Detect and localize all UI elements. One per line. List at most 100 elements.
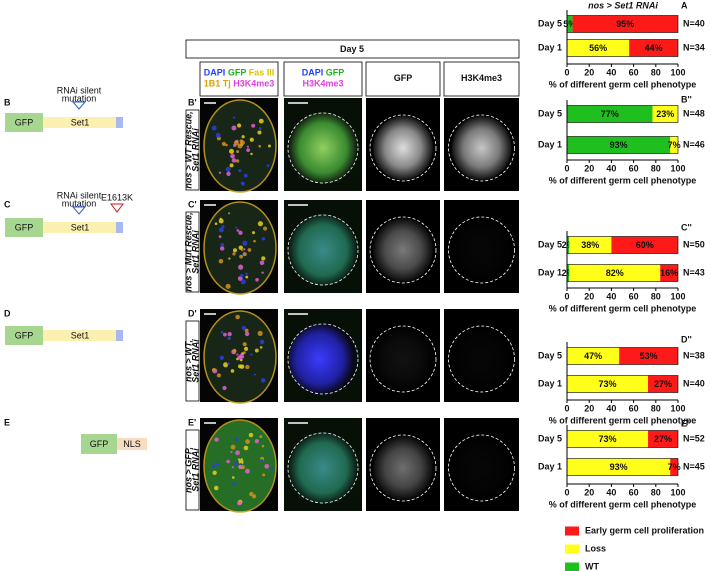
nucleus: [246, 148, 251, 153]
nucleus: [258, 144, 262, 148]
bar-segment: [619, 347, 678, 365]
legend-swatch: [565, 562, 579, 571]
channel-header-box: [365, 61, 441, 97]
category-label: Day 1: [538, 378, 562, 388]
channel-header: DAPI GFP Fas III: [204, 68, 274, 78]
nucleus: [239, 254, 244, 259]
rnai-marker: [71, 101, 87, 110]
image: [444, 200, 519, 293]
category-label: Day 5: [538, 350, 562, 360]
column-header: Day 5: [340, 44, 364, 54]
gfp-box: [5, 218, 43, 237]
nucleus: [229, 148, 235, 154]
signal: [373, 218, 433, 282]
value-label: 56%: [589, 43, 607, 53]
nucleus: [213, 485, 219, 491]
nucleus-zoom: [289, 323, 357, 395]
x-axis-title: % of different germ cell phenotype: [549, 415, 697, 425]
n-label: N=45: [683, 461, 705, 471]
nucleus: [231, 125, 237, 131]
row-label-box: [185, 109, 200, 191]
row-label: nos > GFP,: [183, 447, 193, 493]
channel-header-box: [199, 61, 279, 97]
nucleus: [218, 259, 224, 264]
x-tick-label: 20: [584, 487, 594, 497]
row-label: Set1 RNAi: [190, 448, 200, 492]
nucleus: [264, 463, 270, 469]
x-axis-title: % of different germ cell phenotype: [549, 175, 697, 185]
nucleus: [218, 218, 224, 224]
row-label-box: [185, 320, 200, 402]
nucleus: [240, 279, 246, 285]
rnai-marker: [71, 206, 87, 215]
x-tick-label: 20: [584, 291, 594, 301]
legend-label: WT: [585, 561, 599, 571]
x-tick-label: 0: [564, 487, 569, 497]
nucleus: [255, 277, 259, 282]
nucleus: [233, 140, 239, 146]
nucleus: [231, 466, 234, 469]
mutation-marker: [110, 203, 124, 213]
x-tick-label: 60: [629, 163, 639, 173]
signal: [452, 218, 512, 282]
category-label: Day 1: [538, 42, 562, 52]
x-tick-label: 0: [564, 163, 569, 173]
gfp-label: GFP: [15, 330, 34, 340]
nucleus: [234, 462, 238, 466]
x-axis-title: % of different germ cell phenotype: [549, 499, 697, 509]
nucleus: [225, 166, 231, 172]
nucleus: [228, 257, 231, 260]
panel-letter: B'': [681, 94, 692, 104]
bar-segment: [569, 264, 661, 282]
bar-segment: [567, 430, 649, 448]
nucleus: [233, 116, 236, 119]
bar-segment: [567, 458, 671, 476]
nucleus: [235, 226, 238, 229]
channel-word: H3K4me3: [233, 79, 274, 89]
n-label: N=48: [683, 108, 705, 118]
signal: [373, 327, 433, 391]
nucleus: [245, 272, 248, 275]
nucleus-outline: [287, 112, 359, 184]
value-label: 27%: [654, 434, 672, 444]
nucleus: [227, 336, 231, 341]
channel-word: DAPI: [204, 68, 226, 78]
channel-header: DAPI GFP: [302, 68, 345, 78]
nucleus: [240, 181, 244, 185]
x-tick-label: 100: [670, 403, 685, 413]
chart-title: nos > Set1 RNAi: [588, 0, 658, 10]
nucleus: [238, 169, 242, 173]
nucleus: [253, 239, 256, 243]
nucleus: [232, 248, 238, 253]
nucleus: [267, 452, 271, 455]
nucleus-zoom: [289, 214, 357, 286]
category-label: Day 5: [538, 18, 562, 28]
value-label: 60%: [636, 240, 654, 250]
nucleus: [226, 459, 230, 464]
nucleus: [238, 230, 243, 235]
nucleus-outline: [448, 325, 515, 393]
nucleus: [270, 467, 274, 471]
nucleus: [257, 330, 263, 336]
value-label: 7%: [668, 140, 681, 150]
nucleus: [227, 362, 230, 366]
gene-label: Set1: [71, 222, 90, 232]
nucleus: [229, 163, 234, 168]
nucleus: [235, 450, 240, 456]
nucleus: [214, 222, 218, 226]
panel-letter: E: [4, 417, 10, 427]
image-panel-letter: D': [188, 308, 197, 318]
nucleus: [237, 364, 242, 369]
image: [444, 418, 519, 511]
gfp-label: GFP: [15, 222, 34, 232]
panel-letter: C'': [681, 222, 692, 232]
nucleus: [219, 246, 225, 251]
nucleus: [226, 171, 231, 176]
nucleus: [243, 173, 248, 178]
n-label: N=40: [683, 18, 705, 28]
channel-header-box: [283, 61, 363, 97]
nucleus: [236, 353, 239, 356]
legend-swatch: [565, 526, 579, 536]
panel-letter: B: [4, 97, 11, 107]
